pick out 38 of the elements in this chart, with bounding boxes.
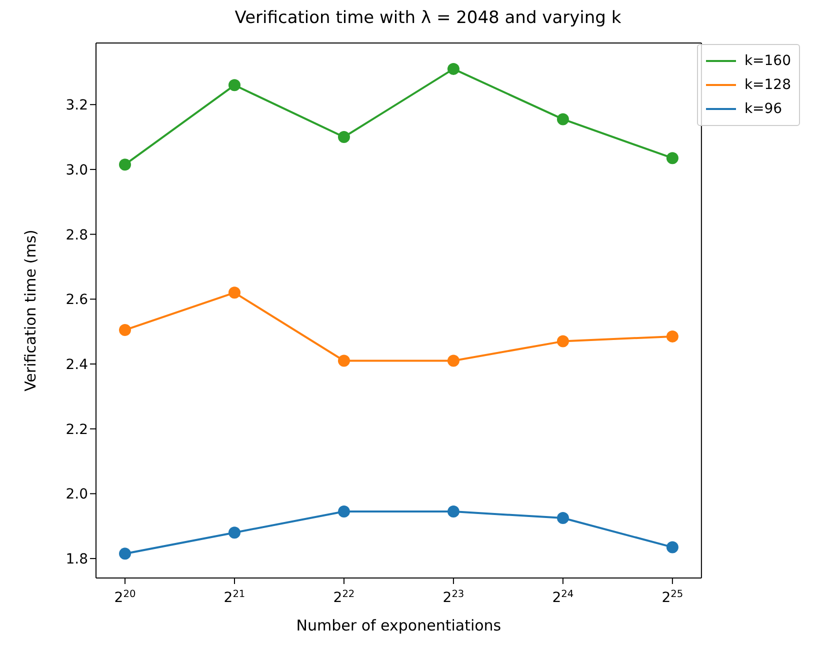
y-tick-label: 2.6: [66, 292, 88, 308]
y-axis-title: Verification time (ms): [21, 230, 40, 392]
point: [119, 158, 131, 171]
point: [556, 113, 569, 126]
y-tick-label: 2.0: [66, 486, 88, 503]
y-tick-label: 3.0: [66, 162, 88, 178]
legend-label: k=128: [744, 76, 791, 95]
y-tick-label: 2.8: [66, 227, 88, 244]
point: [556, 512, 569, 524]
x-tick-label: 2$^{23}$: [442, 588, 464, 606]
point: [666, 330, 678, 342]
x-tick-label: 2$^{25}$: [662, 588, 684, 606]
x-axis-title: Number of exponentiations: [296, 616, 502, 635]
y-tick-label: 2.2: [66, 422, 88, 438]
legend-label: k=160: [744, 52, 791, 71]
y-tick-label: 3.2: [66, 98, 88, 114]
point: [228, 526, 240, 539]
point: [666, 152, 678, 164]
point: [119, 324, 131, 336]
point: [666, 541, 678, 554]
point: [447, 354, 460, 367]
point: [447, 62, 460, 75]
point: [338, 506, 350, 518]
point: [556, 335, 569, 348]
point: [338, 131, 350, 144]
x-tick-label: 2$^{20}$: [114, 588, 136, 606]
chart-title: Verification time with λ = 2048 and varying k: [234, 8, 622, 30]
point: [447, 506, 460, 518]
x-tick-label: 2$^{24}$: [552, 588, 574, 606]
legend-label: k=96: [744, 100, 782, 119]
point: [338, 354, 350, 367]
point: [228, 79, 240, 92]
x-tick-label: 2$^{21}$: [224, 588, 246, 606]
x-tick-label: 2$^{22}$: [333, 588, 355, 606]
y-tick-label: 1.8: [66, 552, 88, 568]
point: [228, 286, 240, 299]
y-tick-label: 2.4: [66, 356, 88, 373]
point: [119, 548, 131, 560]
